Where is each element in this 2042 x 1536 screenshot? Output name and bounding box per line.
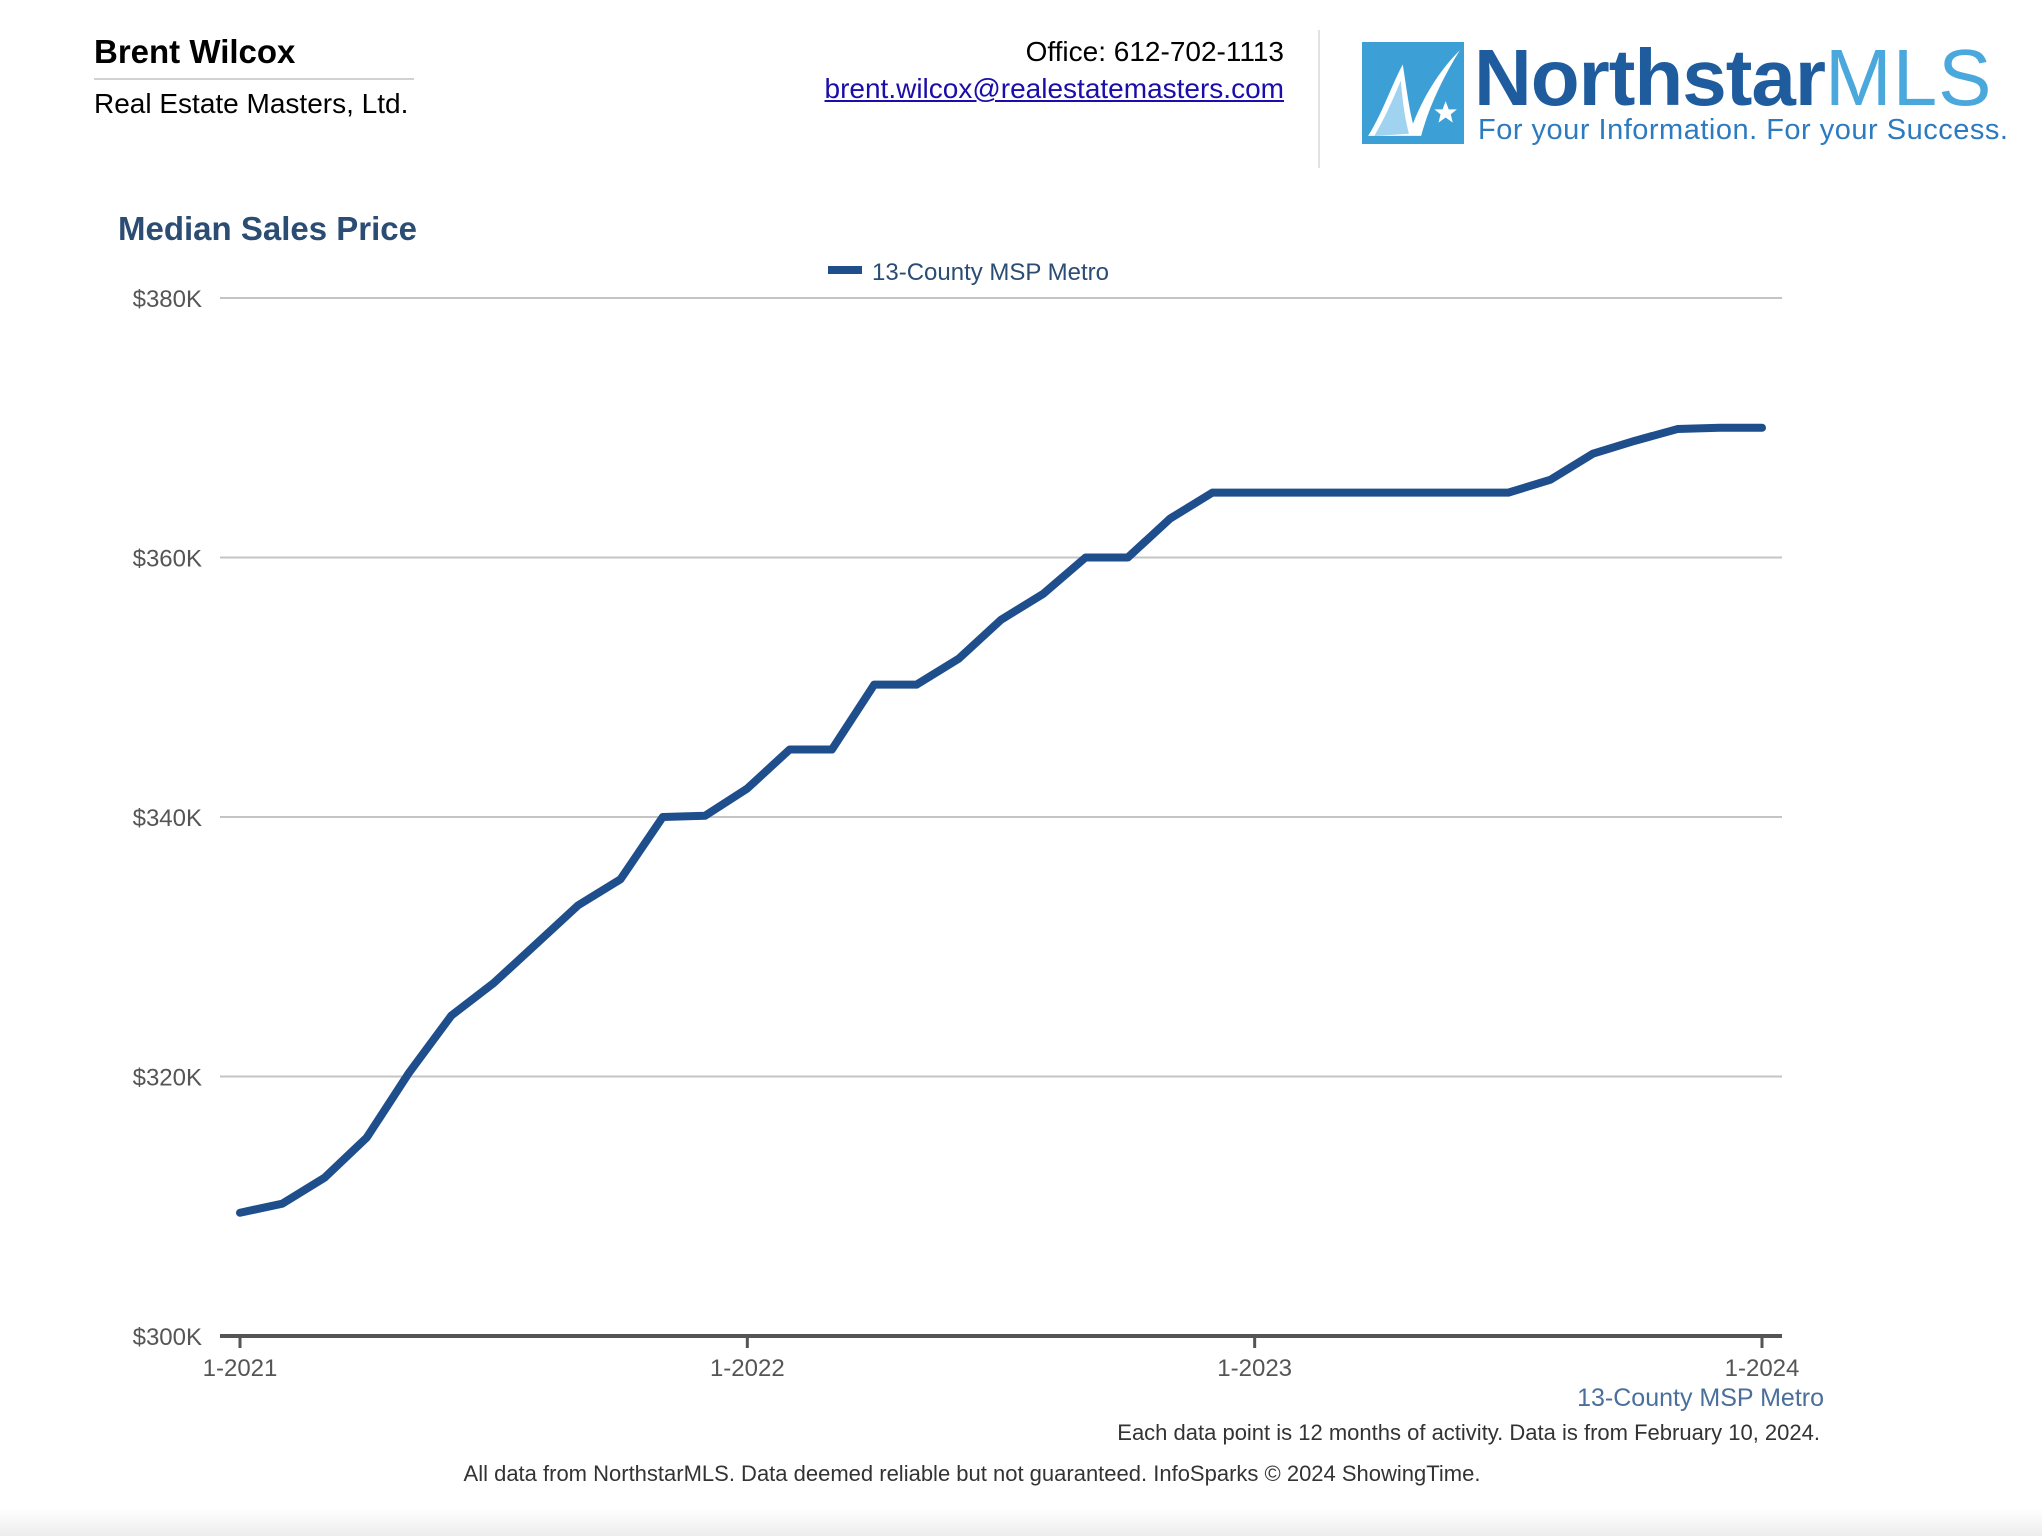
median-price-chart: $300K$320K$340K$360K$380K 1-2021 1-2022 1-… <box>133 259 1824 1412</box>
email-link[interactable]: brent.wilcox@realestatemasters.com <box>824 73 1284 104</box>
y-axis-labels: $300K $320K $340K $360K $380K <box>133 286 202 1351</box>
logo-wordmark: NorthstarMLS <box>1474 30 1993 126</box>
legend: 13-County MSP Metro <box>828 259 1109 286</box>
y-tick-label: $320K <box>133 1065 202 1092</box>
data-point <box>955 655 962 662</box>
data-note: Each data point is 12 months of activity… <box>1117 1420 1820 1445</box>
data-point <box>1716 424 1723 431</box>
data-point <box>998 616 1004 623</box>
data-point <box>1293 489 1300 496</box>
data-point <box>1336 489 1343 496</box>
data-point <box>1420 489 1427 496</box>
series-caption: 13-County MSP Metro <box>1577 1384 1824 1412</box>
data-point <box>1505 489 1512 496</box>
series-line <box>236 423 1766 1217</box>
agent-name: Brent Wilcox <box>94 33 296 70</box>
data-point <box>702 812 709 819</box>
footer-disclaimer: All data from NorthstarMLS. Data deemed … <box>463 1461 1481 1486</box>
x-tick-label: 1-2024 <box>1725 1355 1800 1382</box>
data-point <box>448 1012 455 1019</box>
logo-tagline: For your Information. For your Success. <box>1478 114 2009 146</box>
data-point <box>1547 476 1554 483</box>
data-point <box>321 1174 328 1181</box>
data-point <box>617 876 624 883</box>
data-point <box>406 1069 413 1076</box>
data-point <box>363 1134 370 1141</box>
data-point <box>490 980 497 987</box>
data-point <box>659 814 666 820</box>
data-point <box>1674 426 1681 433</box>
logo-word-accent: MLS <box>1825 33 1993 122</box>
header-divider <box>1318 30 1320 168</box>
y-tick-label: $380K <box>133 286 202 313</box>
agent-company: Real Estate Masters, Ltd. <box>94 88 409 119</box>
data-point <box>1251 489 1258 496</box>
data-point <box>1378 489 1385 496</box>
x-tick-label: 1-2022 <box>710 1355 785 1382</box>
data-point <box>1759 424 1765 431</box>
data-point <box>532 941 539 948</box>
x-tick-label: 1-2021 <box>203 1355 278 1382</box>
bottom-fade <box>0 1508 2042 1536</box>
data-point <box>1040 590 1047 597</box>
office-phone: Office: 612-702-1113 <box>1025 36 1284 67</box>
series-layer <box>236 423 1766 1217</box>
grid-lines <box>220 297 1782 1078</box>
data-point <box>279 1200 286 1207</box>
northstar-mls-logo: NorthstarMLS For your Information. For y… <box>1362 33 2008 158</box>
data-point <box>871 681 878 688</box>
data-point <box>237 1209 243 1216</box>
northstar-star-icon <box>1362 42 1464 144</box>
data-point <box>1167 515 1174 522</box>
contact-block: Office: 612-702-1113 brent.wilcox@reales… <box>825 34 1284 108</box>
data-point <box>786 746 793 753</box>
data-point <box>913 681 920 688</box>
data-point <box>1632 437 1639 444</box>
legend-label: 13-County MSP Metro <box>872 259 1109 286</box>
data-point <box>1209 489 1216 496</box>
data-point <box>1124 554 1131 561</box>
logo-word-main: Northstar <box>1474 33 1826 122</box>
agent-block: Brent Wilcox Real Estate Masters, Ltd. <box>94 30 414 122</box>
data-point <box>1589 450 1596 457</box>
y-tick-label: $340K <box>133 805 202 832</box>
data-point <box>1082 554 1089 561</box>
agent-divider <box>94 78 414 80</box>
data-point <box>828 746 835 753</box>
data-point <box>744 785 751 792</box>
x-tick-label: 1-2023 <box>1217 1355 1292 1382</box>
x-axis: 1-2021 1-2022 1-2023 1-2024 <box>203 1334 1800 1382</box>
y-tick-label: $300K <box>133 1324 202 1351</box>
chart-title: Median Sales Price <box>118 210 417 247</box>
data-point <box>1463 489 1470 496</box>
data-point <box>575 902 582 909</box>
legend-swatch <box>828 266 862 274</box>
y-tick-label: $360K <box>133 546 202 573</box>
